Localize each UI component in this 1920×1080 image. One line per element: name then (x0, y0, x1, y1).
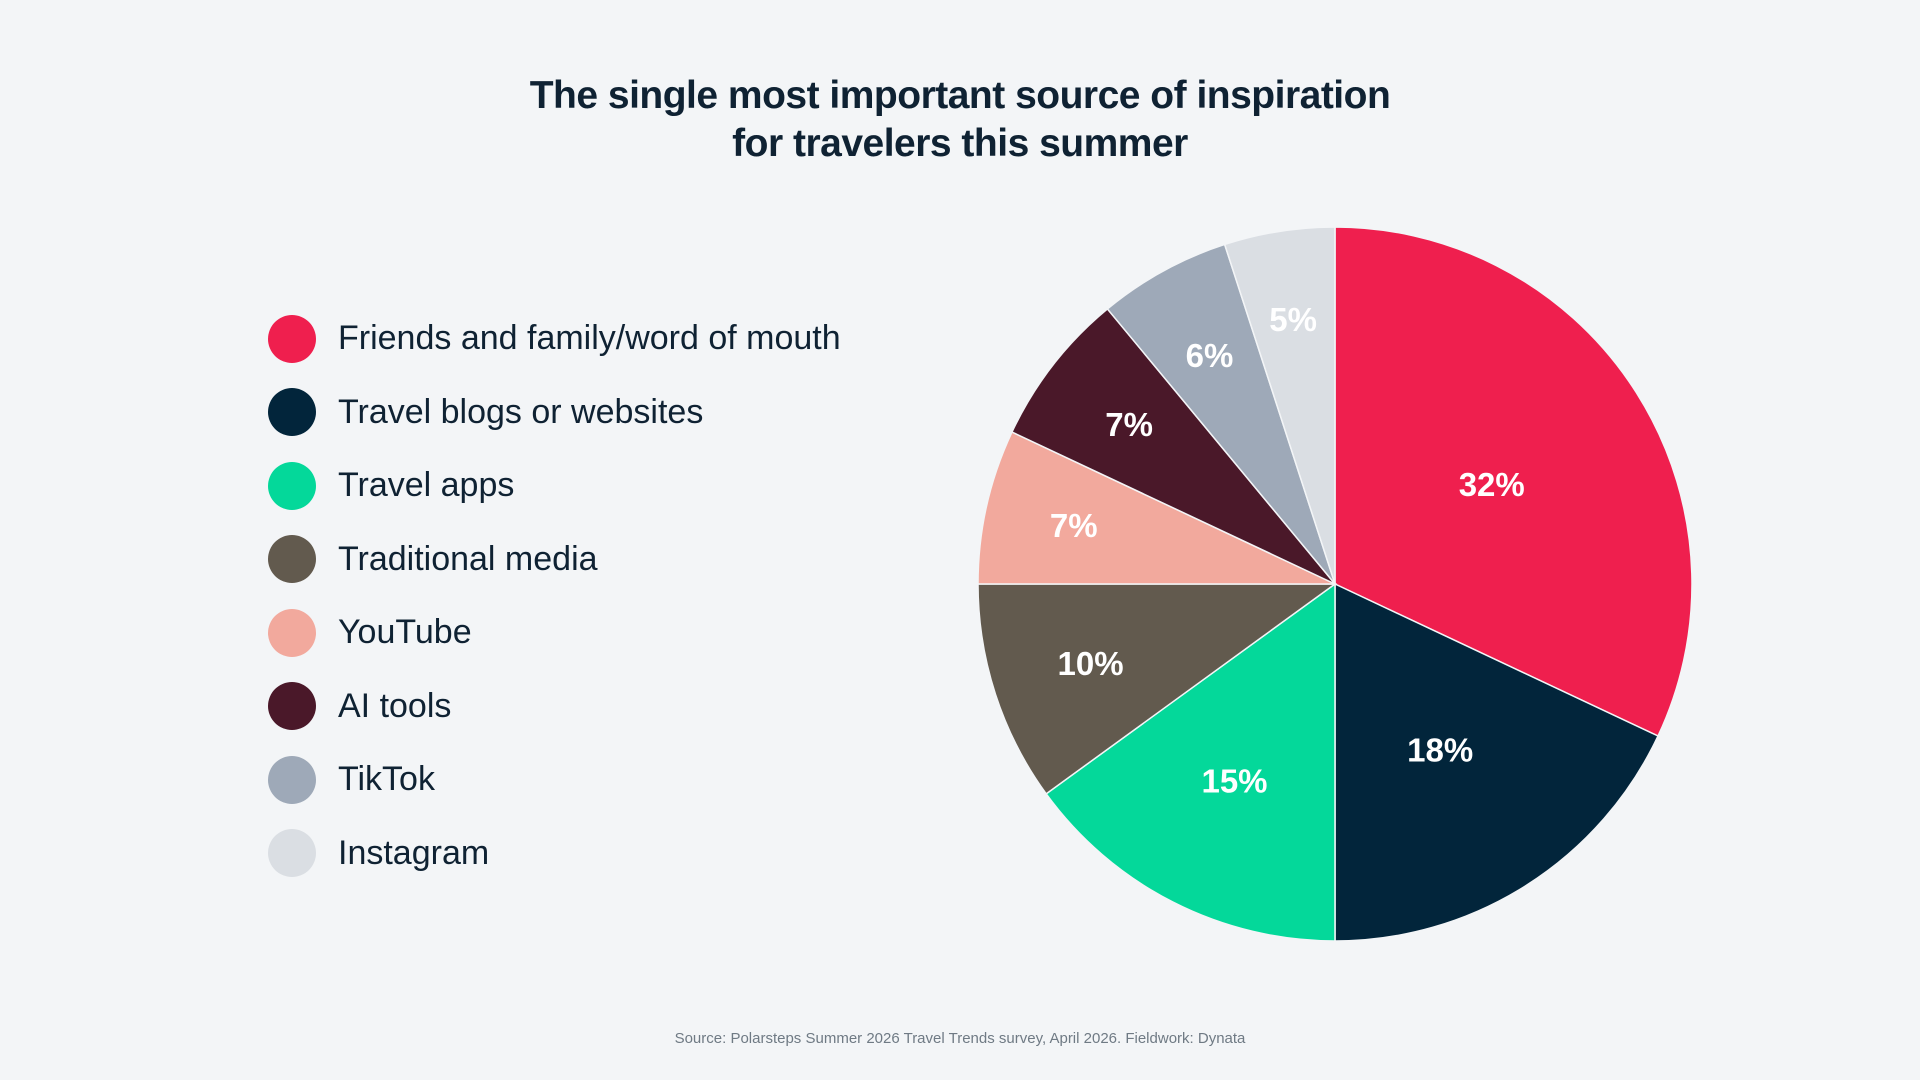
pie-slice (977, 431, 1336, 585)
slice-value-label: 18% (1407, 731, 1473, 768)
slice-value-label: 6% (1186, 337, 1234, 374)
pie-chart: 32% 18% 15% 10% 7% 7% 6% 5% (977, 226, 1693, 942)
legend-label: AI tools (338, 686, 452, 725)
legend-swatch (268, 388, 316, 437)
chart-legend: Friends and family/word of mouth Travel b… (268, 302, 841, 890)
legend-item: Friends and family/word of mouth (268, 302, 841, 376)
legend-swatch (268, 682, 316, 731)
chart-title: The single most important source of insp… (360, 72, 1560, 168)
legend-item: Travel blogs or websites (268, 376, 841, 450)
legend-item: TikTok (268, 743, 841, 817)
legend-item: YouTube (268, 596, 841, 670)
pie-slice (1334, 226, 1693, 737)
legend-label: YouTube (338, 613, 472, 652)
chart-title-line-2: for travelers this summer (732, 122, 1188, 165)
legend-swatch (268, 755, 316, 804)
legend-swatch (268, 535, 316, 584)
pie-slice (1045, 582, 1336, 942)
slice-value-label: 5% (1269, 301, 1317, 338)
slice-value-label: 7% (1050, 507, 1098, 544)
legend-item: AI tools (268, 670, 841, 744)
slice-value-label: 15% (1201, 763, 1267, 800)
legend-label: Travel blogs or websites (338, 392, 704, 431)
legend-swatch (268, 461, 316, 510)
legend-label: Travel apps (338, 466, 515, 505)
pie-slice (977, 583, 1338, 795)
source-note: Source: Polarsteps Summer 2026 Travel Tr… (674, 1030, 1246, 1047)
legend-swatch (268, 314, 316, 363)
slice-value-label: 7% (1105, 406, 1153, 443)
legend-item: Traditional media (268, 523, 841, 597)
legend-label: Instagram (338, 833, 490, 872)
legend-label: Traditional media (338, 539, 598, 578)
legend-swatch (268, 608, 316, 657)
chart-title-line-1: The single most important source of insp… (529, 74, 1391, 117)
pie-slice (1106, 243, 1336, 585)
pie-slice (1334, 582, 1660, 942)
pie-slice (1010, 307, 1336, 585)
legend-label: TikTok (338, 760, 435, 799)
legend-label: Friends and family/word of mouth (338, 319, 841, 358)
slice-value-label: 32% (1459, 466, 1525, 503)
pie-slice (1223, 226, 1336, 585)
slice-value-label: 10% (1058, 645, 1124, 682)
legend-item: Instagram (268, 817, 841, 891)
legend-item: Travel apps (268, 449, 841, 523)
legend-swatch (268, 829, 316, 878)
